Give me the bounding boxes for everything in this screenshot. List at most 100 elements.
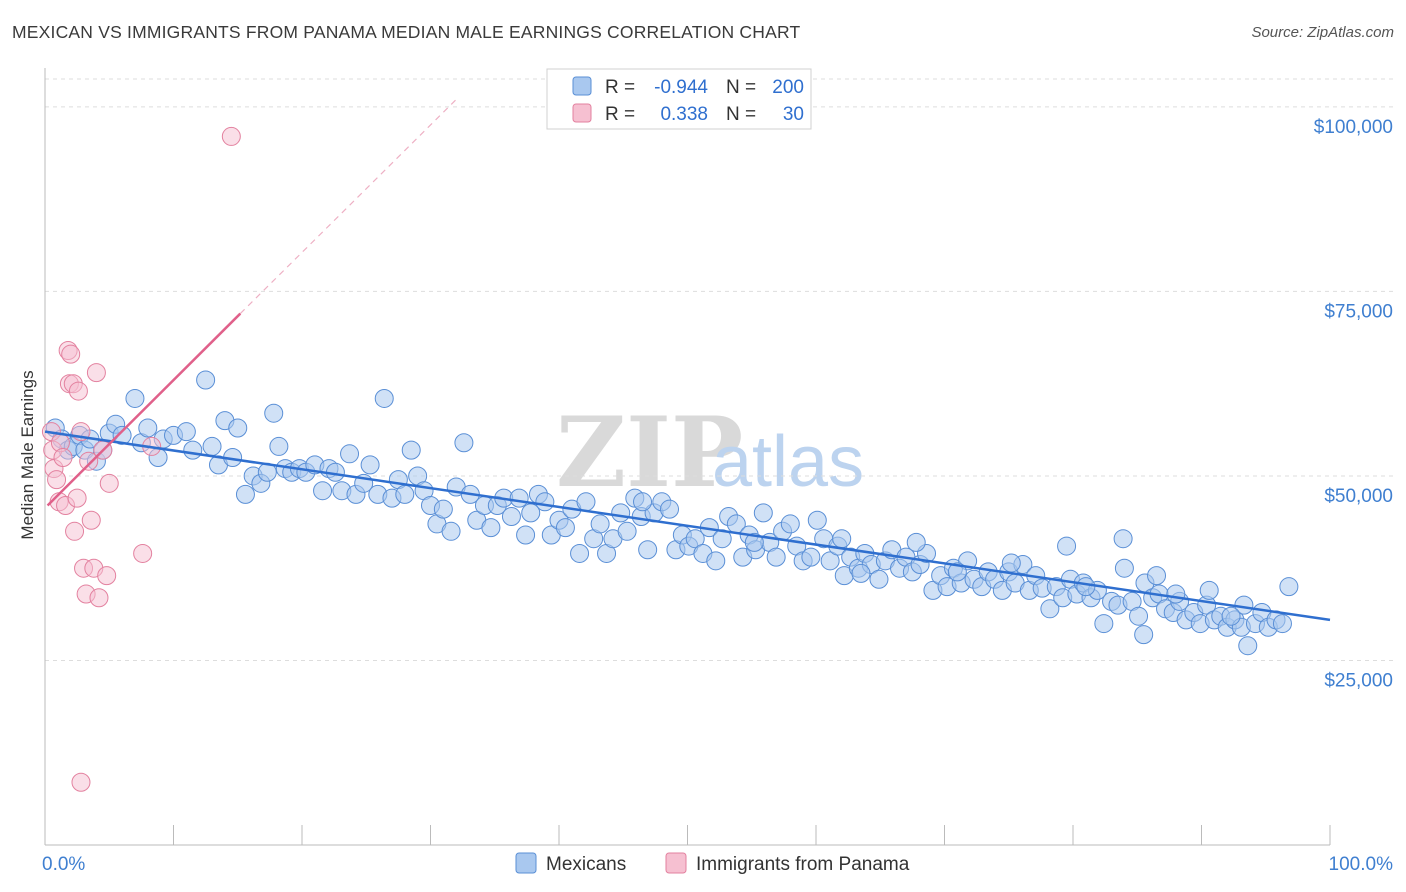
point-mexicans: [1076, 577, 1096, 597]
point-mexicans: [481, 518, 501, 538]
point-panama: [65, 521, 85, 541]
point-mexicans: [395, 484, 415, 504]
point-panama: [99, 473, 119, 493]
legend-n-value-2: 30: [783, 104, 804, 125]
point-mexicans: [1114, 558, 1134, 578]
point-mexicans: [1040, 599, 1060, 619]
stats-legend: R = -0.944 N = 200 R = 0.338 N = 30: [546, 68, 812, 130]
point-mexicans: [570, 543, 590, 563]
point-mexicans: [235, 484, 255, 504]
point-mexicans: [360, 455, 380, 475]
legend-swatch-pink: [572, 103, 592, 123]
point-mexicans: [202, 436, 222, 456]
point-mexicans: [820, 551, 840, 571]
point-mexicans: [685, 529, 705, 549]
legend-panama-label: Immigrants from Panama: [696, 854, 910, 875]
point-panama: [97, 566, 117, 586]
point-mexicans: [1238, 636, 1258, 656]
point-mexicans: [441, 521, 461, 541]
y-axis-label: Median Male Earnings: [18, 370, 37, 539]
point-mexicans: [1113, 529, 1133, 549]
legend-r-value-1: -0.944: [654, 77, 708, 98]
trend-line-panama-extension: [239, 99, 457, 314]
point-mexicans: [401, 440, 421, 460]
point-mexicans: [1129, 606, 1149, 626]
point-mexicans: [947, 562, 967, 582]
x-tick-label: 0.0%: [42, 854, 85, 875]
point-mexicans: [633, 492, 653, 512]
point-mexicans: [228, 418, 248, 438]
point-mexicans: [706, 551, 726, 571]
point-mexicans: [906, 532, 926, 552]
point-panama: [71, 772, 91, 792]
point-mexicans: [1166, 584, 1186, 604]
point-mexicans: [1001, 553, 1021, 573]
point-panama: [79, 451, 99, 471]
series-mexicans: [45, 370, 1299, 656]
point-mexicans: [1147, 566, 1167, 586]
point-mexicans: [196, 370, 216, 390]
point-mexicans: [433, 499, 453, 519]
point-mexicans: [176, 422, 196, 442]
point-mexicans: [576, 492, 596, 512]
point-mexicans: [555, 518, 575, 538]
x-tick-label: 100.0%: [1329, 854, 1394, 875]
point-mexicans: [340, 444, 360, 464]
point-mexicans: [1272, 614, 1292, 634]
legend-r-label-2: R =: [605, 104, 635, 125]
point-panama: [221, 126, 241, 146]
gridlines: [45, 78, 1393, 661]
watermark-zip: ZIP: [556, 396, 743, 509]
point-mexicans: [183, 440, 203, 460]
point-panama: [89, 588, 109, 608]
point-panama: [61, 344, 81, 364]
point-mexicans: [501, 507, 521, 527]
point-mexicans: [138, 418, 158, 438]
legend-n-label-2: N =: [726, 104, 756, 125]
point-mexicans: [638, 540, 658, 560]
legend-mexicans-swatch: [515, 852, 537, 874]
legend-r-label-1: R =: [605, 77, 635, 98]
trend-lines: [44, 99, 1331, 622]
point-mexicans: [869, 569, 889, 589]
point-panama: [53, 448, 73, 467]
point-mexicans: [780, 514, 800, 534]
point-mexicans: [766, 547, 786, 567]
point-mexicans: [807, 510, 827, 530]
point-mexicans: [851, 563, 871, 583]
watermark-atlas: atlas: [712, 422, 864, 502]
point-mexicans: [753, 503, 773, 523]
point-mexicans: [1134, 625, 1154, 645]
point-panama: [67, 488, 87, 508]
point-mexicans: [269, 436, 289, 456]
point-mexicans: [1057, 536, 1077, 556]
point-mexicans: [1199, 580, 1219, 600]
point-mexicans: [374, 388, 394, 408]
point-mexicans: [611, 503, 631, 523]
legend-n-value-1: 200: [772, 77, 804, 98]
point-mexicans: [516, 525, 536, 545]
y-tick-label: $75,000: [1324, 301, 1393, 322]
point-mexicans: [1094, 614, 1114, 634]
legend-r-value-2: 0.338: [660, 104, 708, 125]
axes: [44, 68, 1331, 846]
point-panama: [47, 470, 67, 490]
y-tick-label: $25,000: [1324, 670, 1393, 691]
point-mexicans: [509, 488, 529, 508]
legend-n-label-1: N =: [726, 77, 756, 98]
chart-title: MEXICAN VS IMMIGRANTS FROM PANAMA MEDIAN…: [12, 22, 801, 42]
y-tick-label: $50,000: [1324, 486, 1393, 507]
series-panama: [41, 126, 241, 792]
trend-line-panama: [46, 312, 242, 507]
point-mexicans: [1221, 606, 1241, 626]
point-panama: [81, 510, 101, 530]
point-mexicans: [590, 514, 610, 534]
point-mexicans: [112, 425, 132, 445]
point-panama: [86, 363, 106, 383]
point-mexicans: [125, 388, 145, 408]
point-mexicans: [801, 547, 821, 567]
legend-mexicans-label: Mexicans: [546, 854, 626, 875]
point-panama: [68, 381, 88, 401]
point-mexicans: [535, 492, 555, 512]
